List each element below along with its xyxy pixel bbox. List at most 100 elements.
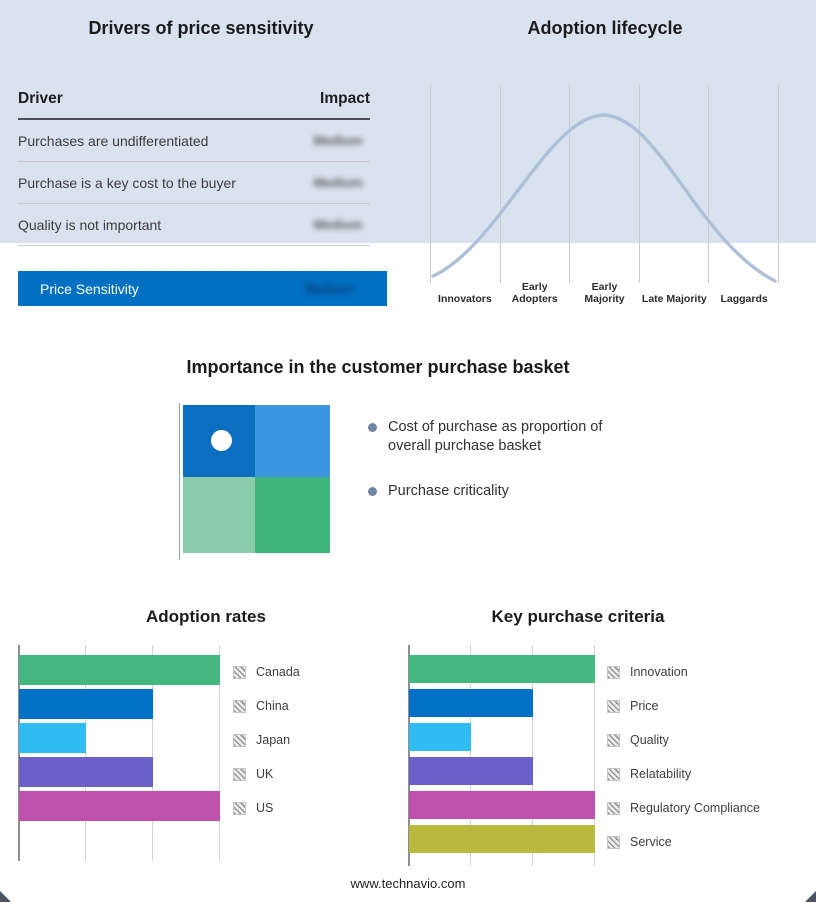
quadrant-axis-line <box>179 403 180 560</box>
table-row: Quality is not important Medium <box>18 204 370 246</box>
stage-label-late-majority: Late Majority <box>641 293 707 305</box>
bar-quality <box>409 723 471 751</box>
key-purchase-criteria-legend: Innovation Price Quality Relatability Regula… <box>607 655 760 859</box>
legend-label: US <box>256 801 274 815</box>
legend-label: Regulatory Compliance <box>630 801 760 815</box>
bar-price <box>409 689 533 717</box>
corner-mark <box>0 891 11 902</box>
list-item: Cost of purchase as proportion of overal… <box>368 418 658 456</box>
key-purchase-criteria-bars <box>409 655 595 859</box>
adoption-rates-title: Adoption rates <box>146 607 266 626</box>
column-header-driver: Driver <box>18 90 63 107</box>
bar-uk <box>19 757 153 787</box>
summary-label: Price Sensitivity <box>40 280 139 297</box>
table-row: Purchases are undifferentiated Medium <box>18 120 370 162</box>
bullet-text: Purchase criticality <box>388 483 509 499</box>
driver-label: Purchases are undifferentiated <box>18 132 209 149</box>
legend-hatch-icon <box>233 665 246 679</box>
legend-hatch-icon <box>607 733 620 747</box>
corner-mark <box>805 891 816 902</box>
legend-item-relatability: Relatability <box>607 757 760 791</box>
legend-label: Service <box>630 835 672 849</box>
drivers-table-header: Driver Impact <box>18 90 370 120</box>
legend-item-price: Price <box>607 689 760 723</box>
bar-innovation <box>409 655 595 683</box>
list-item: Purchase criticality <box>368 482 658 501</box>
legend-hatch-icon <box>607 767 620 781</box>
grid-column <box>430 85 500 283</box>
price-sensitivity-summary-bar: Price Sensitivity Medium <box>18 271 387 306</box>
legend-label: China <box>256 699 289 713</box>
drivers-panel-title: Drivers of price sensitivity <box>88 18 314 38</box>
position-dot <box>211 430 232 451</box>
stage-label-early-adopters: Early Adopters <box>511 281 558 305</box>
bar-relatability <box>409 757 533 785</box>
legend-label: Innovation <box>630 665 688 679</box>
basket-panel-title: Importance in the customer purchase bask… <box>186 357 570 377</box>
legend-item-china: China <box>233 689 300 723</box>
legend-label: Japan <box>256 733 291 747</box>
quadrant-cell-bottom-right <box>255 477 330 553</box>
grid-column <box>499 85 570 283</box>
adoption-rates-bars <box>19 655 220 825</box>
grid-column <box>569 85 639 283</box>
bar-us <box>19 791 220 821</box>
key-purchase-criteria-title: Key purchase criteria <box>491 607 665 626</box>
legend-item-service: Service <box>607 825 760 859</box>
legend-label: Canada <box>256 665 300 679</box>
grid-column <box>638 85 709 283</box>
legend-label: Relatability <box>630 767 692 781</box>
legend-hatch-icon <box>233 801 246 815</box>
legend-item-japan: Japan <box>233 723 300 757</box>
website-footer: www.technavio.com <box>350 876 466 891</box>
purchase-basket-quadrant <box>183 405 330 553</box>
bullet-icon <box>368 423 377 432</box>
bar-regulatory-compliance <box>409 791 595 819</box>
key-purchase-criteria-axis <box>408 645 410 866</box>
lifecycle-stage-labels: Innovators Early Adopters Early Majority… <box>430 281 779 305</box>
stage-label-laggards: Laggards <box>720 293 768 305</box>
table-row: Purchase is a key cost to the buyer Medi… <box>18 162 370 204</box>
adoption-lifecycle-chart <box>430 85 779 283</box>
stage-label-early-majority: Early Majority <box>584 281 625 305</box>
legend-item-regulatory-compliance: Regulatory Compliance <box>607 791 760 825</box>
legend-hatch-icon <box>233 733 246 747</box>
lifecycle-gridlines <box>430 85 778 283</box>
legend-hatch-icon <box>233 699 246 713</box>
grid-column <box>708 85 778 283</box>
adoption-rates-axis <box>18 645 20 861</box>
legend-item-canada: Canada <box>233 655 300 689</box>
legend-item-innovation: Innovation <box>607 655 760 689</box>
legend-label: Price <box>630 699 659 713</box>
legend-hatch-icon <box>607 699 620 713</box>
legend-hatch-icon <box>607 835 620 849</box>
bullet-icon <box>368 487 377 496</box>
legend-label: Quality <box>630 733 669 747</box>
driver-label: Quality is not important <box>18 216 162 233</box>
legend-hatch-icon <box>607 801 620 815</box>
bar-canada <box>19 655 220 685</box>
bell-curve <box>431 113 777 283</box>
lifecycle-panel-title: Adoption lifecycle <box>527 18 683 38</box>
bullet-text: Cost of purchase as proportion of overal… <box>388 419 603 454</box>
impact-value-redacted: Medium <box>313 133 363 148</box>
impact-value-redacted: Medium <box>304 281 354 296</box>
impact-value-redacted: Medium <box>313 217 363 232</box>
legend-item-us: US <box>233 791 300 825</box>
quadrant-cell-top-right <box>255 405 330 477</box>
stage-label-innovators: Innovators <box>438 293 492 305</box>
bar-japan <box>19 723 86 753</box>
column-header-impact: Impact <box>320 90 370 107</box>
adoption-rates-legend: Canada China Japan UK US <box>233 655 300 825</box>
bar-china <box>19 689 153 719</box>
purchase-basket-band <box>0 0 816 243</box>
legend-item-quality: Quality <box>607 723 760 757</box>
legend-hatch-icon <box>607 665 620 679</box>
basket-bullet-list: Cost of purchase as proportion of overal… <box>368 418 658 527</box>
quadrant-cell-bottom-left <box>183 477 255 553</box>
drivers-table: Driver Impact Purchases are undifferenti… <box>18 90 370 246</box>
driver-label: Purchase is a key cost to the buyer <box>18 174 236 191</box>
legend-item-uk: UK <box>233 757 300 791</box>
quadrant-cell-top-left <box>183 405 255 477</box>
